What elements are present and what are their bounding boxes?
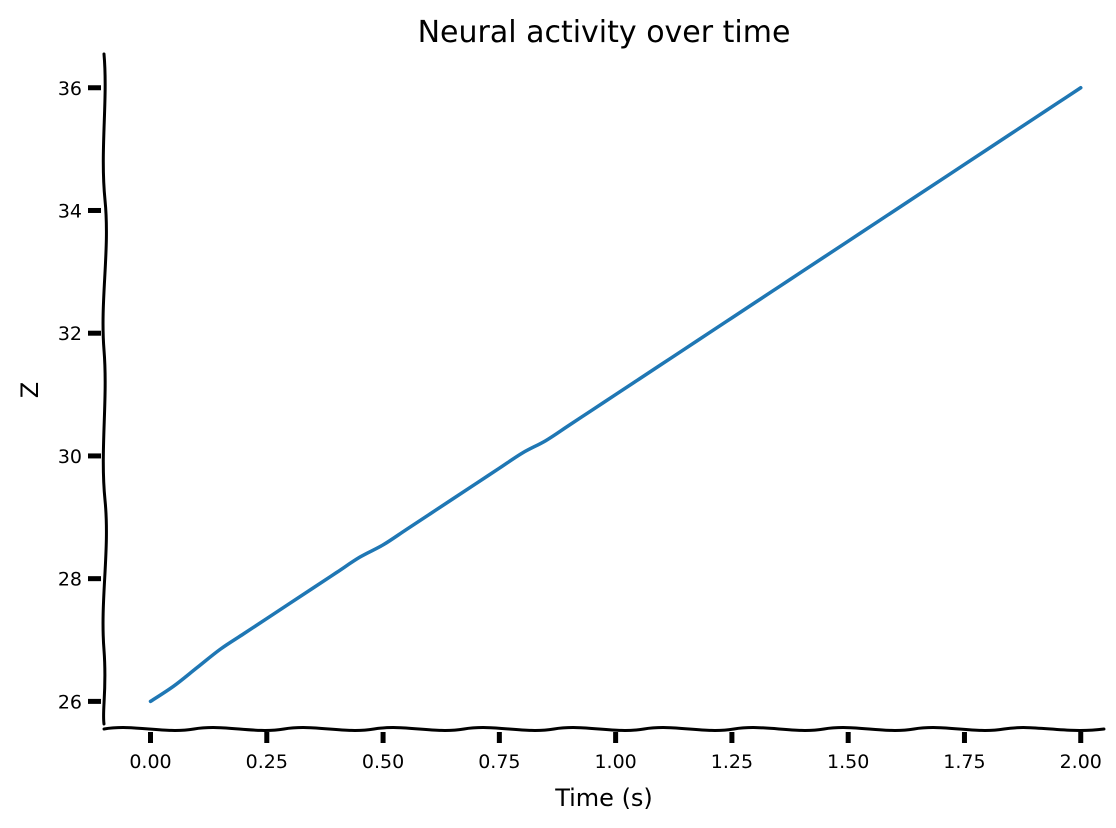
y-tick-label: 30 — [58, 446, 82, 468]
x-axis-spine — [102, 726, 1106, 732]
x-tick-label: 1.50 — [827, 751, 869, 773]
y-tick-label: 26 — [58, 691, 82, 713]
series-layer — [148, 86, 1083, 704]
x-tick-label: 0.75 — [478, 751, 520, 773]
x-tick-label: 1.00 — [594, 751, 636, 773]
y-axis-spine — [101, 52, 108, 726]
y-tick-label: 28 — [58, 569, 82, 591]
x-tick-label: 1.75 — [943, 751, 985, 773]
x-axis-ticks: 0.00 0.25 0.50 0.75 1.00 1.25 1.50 1.75 2.00 — [129, 732, 1102, 773]
y-tick-label: 32 — [58, 323, 82, 345]
x-tick-label: 0.50 — [362, 751, 404, 773]
series-line-0 — [148, 86, 1083, 704]
x-tick-label: 2.00 — [1060, 751, 1102, 773]
chart-title: Neural activity over time — [418, 15, 791, 50]
x-tick-label: 0.25 — [246, 751, 288, 773]
y-tick-label: 34 — [58, 200, 82, 222]
y-tick-label: 36 — [58, 78, 82, 100]
x-tick-label: 1.25 — [711, 751, 753, 773]
x-axis-label: Time (s) — [554, 784, 653, 812]
y-axis-ticks: 26 28 30 32 34 36 — [58, 78, 101, 713]
x-tick-label: 0.00 — [129, 751, 171, 773]
y-axis-label: Z — [16, 382, 44, 398]
